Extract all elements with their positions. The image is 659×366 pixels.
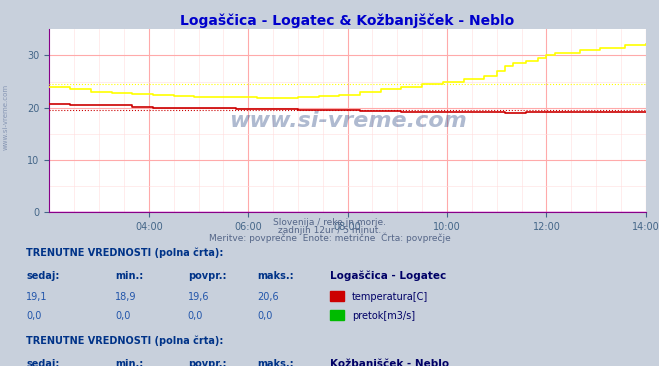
Text: TRENUTNE VREDNOSTI (polna črta):: TRENUTNE VREDNOSTI (polna črta): [26,248,224,258]
Text: pretok[m3/s]: pretok[m3/s] [352,311,415,321]
Text: Slovenija / reke in morje.: Slovenija / reke in morje. [273,218,386,227]
Text: 20,6: 20,6 [257,292,279,302]
Text: Logaščica - Logatec: Logaščica - Logatec [330,270,445,281]
Text: temperatura[C]: temperatura[C] [352,292,428,302]
Text: TRENUTNE VREDNOSTI (polna črta):: TRENUTNE VREDNOSTI (polna črta): [26,336,224,346]
Text: 0,0: 0,0 [257,311,272,321]
Text: 19,6: 19,6 [188,292,210,302]
Text: www.si-vreme.com: www.si-vreme.com [2,84,9,150]
Text: 0,0: 0,0 [26,311,42,321]
Text: 0,0: 0,0 [188,311,203,321]
Text: povpr.:: povpr.: [188,271,226,281]
Text: maks.:: maks.: [257,359,294,366]
Title: Logaščica - Logatec & Kožbanjšček - Neblo: Logaščica - Logatec & Kožbanjšček - Nebl… [181,14,515,28]
Text: Meritve: povprečne  Enote: metrične  Črta: povprečje: Meritve: povprečne Enote: metrične Črta:… [209,233,450,243]
Text: maks.:: maks.: [257,271,294,281]
Text: sedaj:: sedaj: [26,359,60,366]
Text: 0,0: 0,0 [115,311,130,321]
Text: Kožbanjšček - Neblo: Kožbanjšček - Neblo [330,358,449,366]
Text: min.:: min.: [115,271,144,281]
Text: www.si-vreme.com: www.si-vreme.com [229,111,467,131]
Text: 19,1: 19,1 [26,292,48,302]
Text: povpr.:: povpr.: [188,359,226,366]
Text: min.:: min.: [115,359,144,366]
Text: sedaj:: sedaj: [26,271,60,281]
Text: zadnjih 12ur / 5 minut.: zadnjih 12ur / 5 minut. [278,226,381,235]
Text: 18,9: 18,9 [115,292,137,302]
